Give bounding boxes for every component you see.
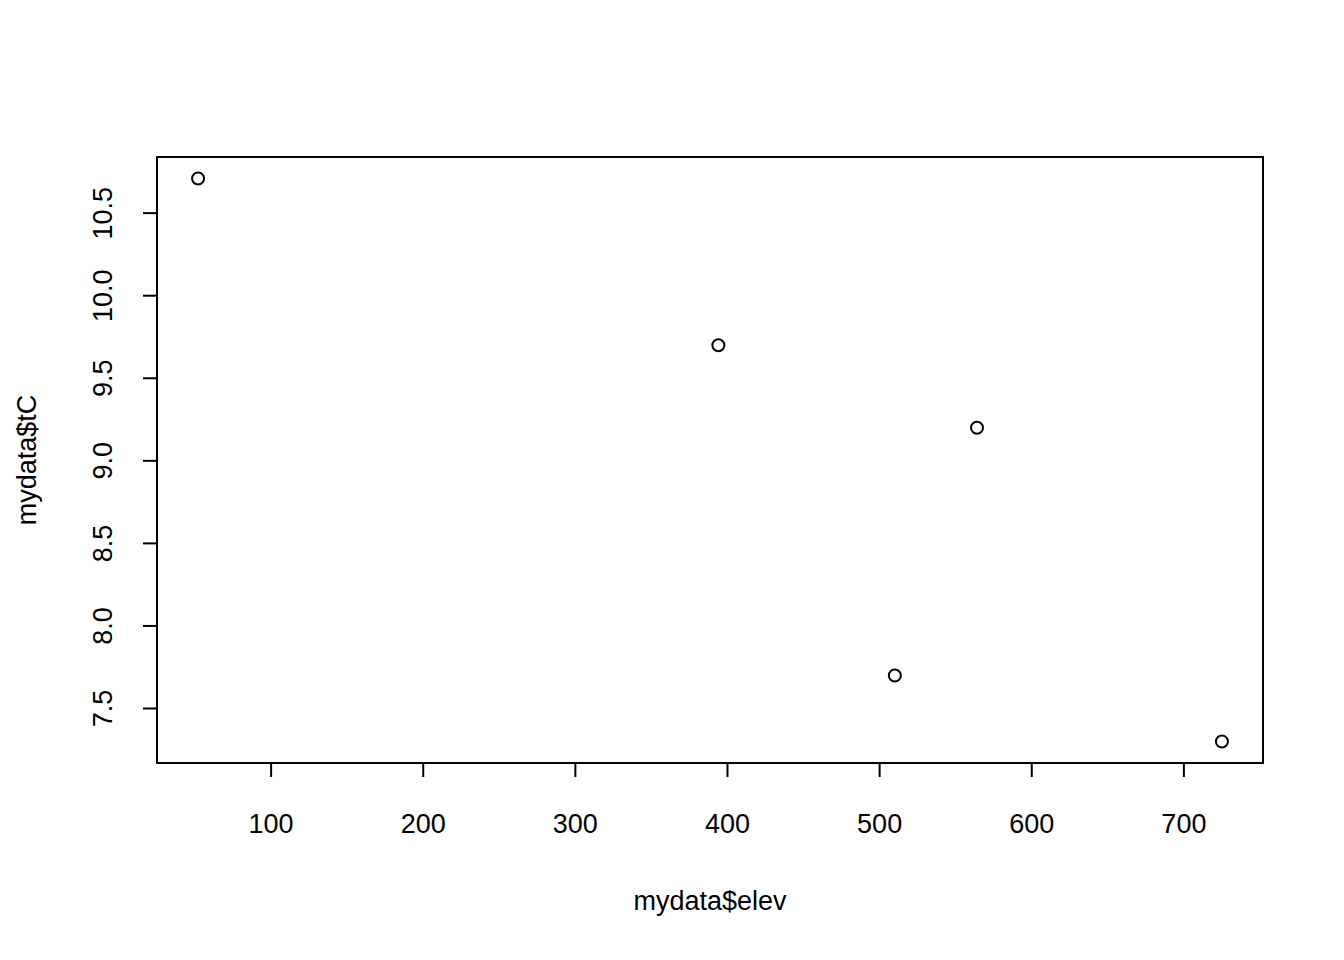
y-tick-label: 9.5: [88, 359, 118, 397]
y-tick-label: 8.0: [88, 607, 118, 645]
y-tick: [143, 625, 157, 627]
points: [192, 172, 1228, 747]
x-tick-label: 400: [705, 809, 750, 839]
background: [0, 0, 1344, 960]
y-tick: [143, 460, 157, 462]
y-axis-label: mydata$tC: [12, 395, 42, 526]
x-tick-label: 300: [553, 809, 598, 839]
point: [192, 172, 204, 184]
chart-container: 100 200 300 400 500 600 700 7.5 8.0 8.5 9.0 9.5 10.0…: [0, 0, 1344, 960]
x-tick: [1031, 763, 1033, 777]
x-tick-label: 600: [1009, 809, 1054, 839]
x-tick-label: 500: [857, 809, 902, 839]
y-tick: [143, 542, 157, 544]
point: [971, 422, 983, 434]
y-tick-label: 10.0: [88, 269, 118, 322]
x-axis-label: mydata$elev: [633, 886, 787, 916]
y-tick: [143, 708, 157, 710]
y-tick: [143, 377, 157, 379]
x-tick: [422, 763, 424, 777]
y-tick: [143, 295, 157, 297]
x-tick: [879, 763, 881, 777]
x-tick-label: 100: [249, 809, 294, 839]
x-tick-label: 200: [401, 809, 446, 839]
y-tick: [143, 212, 157, 214]
x-tick: [1183, 763, 1185, 777]
x-tick: [726, 763, 728, 777]
y-tick-label: 7.5: [88, 690, 118, 728]
plot-frame: [157, 157, 1263, 763]
point: [889, 669, 901, 681]
x-tick: [270, 763, 272, 777]
point: [1216, 736, 1228, 748]
point: [712, 339, 724, 351]
x-tick-label: 700: [1161, 809, 1206, 839]
chart-svg: 100 200 300 400 500 600 700 7.5 8.0 8.5 9.0 9.5 10.0…: [0, 0, 1344, 960]
y-tick-label: 9.0: [88, 442, 118, 480]
y-tick-label: 10.5: [88, 187, 118, 240]
y-tick-label: 8.5: [88, 525, 118, 563]
x-tick: [574, 763, 576, 777]
